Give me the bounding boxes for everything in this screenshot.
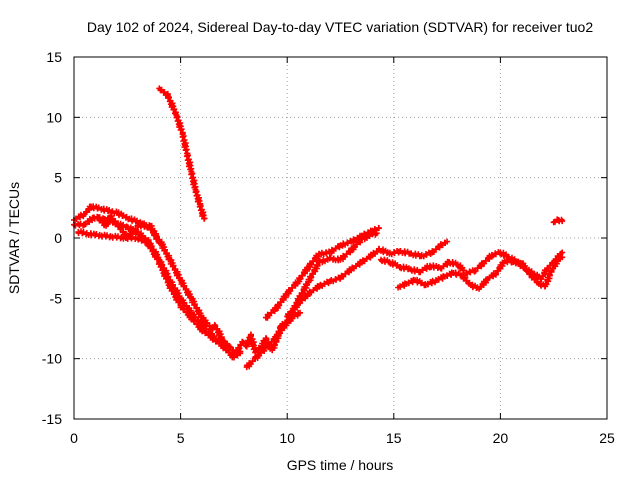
x-axis-label: GPS time / hours — [287, 457, 394, 473]
y-tick-label: 5 — [54, 170, 62, 186]
x-tick-label: 5 — [177, 430, 185, 446]
y-tick-label: 0 — [54, 230, 62, 246]
series-markers — [156, 85, 208, 222]
series-markers — [550, 216, 566, 226]
series-markers — [395, 254, 566, 292]
series-track-9 — [284, 247, 382, 320]
chart-title: Day 102 of 2024, Sidereal Day-to-day VTE… — [87, 19, 594, 35]
x-tick-label: 0 — [70, 430, 78, 446]
series-markers — [262, 224, 382, 321]
series-track-13 — [550, 216, 566, 226]
series-track-5 — [156, 85, 208, 222]
series-markers — [284, 247, 382, 320]
y-tick-label: -15 — [42, 411, 62, 427]
series-track-4 — [94, 213, 163, 246]
y-tick-label: -5 — [50, 290, 63, 306]
series-markers — [243, 230, 380, 371]
series-track-10 — [375, 238, 451, 260]
series-track-7 — [243, 230, 380, 371]
x-tick-label: 15 — [386, 430, 402, 446]
x-tick-label: 20 — [493, 430, 509, 446]
x-tick-label: 25 — [599, 430, 615, 446]
series-markers — [94, 213, 163, 246]
series-markers — [375, 238, 451, 260]
grid-lines — [74, 57, 607, 419]
y-axis-label: SDTVAR / TECUs — [6, 182, 22, 294]
axis-ticks: 0 5 10 15 20 25 -15 -10 -5 0 5 10 15 — [42, 49, 615, 446]
y-tick-label: 15 — [46, 49, 62, 65]
y-tick-label: -10 — [42, 351, 62, 367]
x-tick-label: 10 — [279, 430, 295, 446]
series-track-12 — [395, 254, 566, 292]
series-track-8 — [262, 224, 382, 321]
data-series — [71, 85, 566, 371]
y-tick-label: 10 — [46, 109, 62, 125]
